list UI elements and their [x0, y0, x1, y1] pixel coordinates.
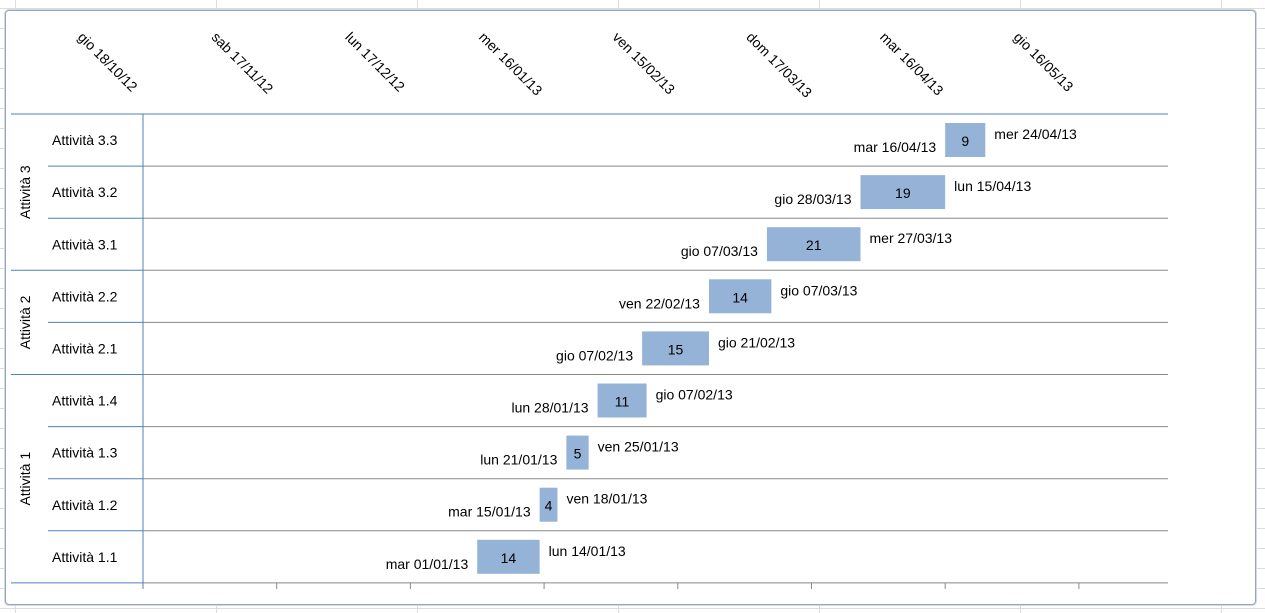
task-bar [539, 487, 558, 522]
start-date-label: gio 07/03/13 [681, 243, 758, 259]
task-label: Attività 3.3 [52, 132, 118, 148]
task-label: Attività 2.2 [52, 288, 118, 304]
end-date-label: mer 27/03/13 [870, 230, 953, 246]
end-date-label: ven 25/01/13 [598, 439, 679, 455]
x-tick-label: ven 15/02/13 [610, 29, 679, 98]
end-date-label: gio 07/02/13 [656, 387, 733, 403]
x-tick-label: sab 17/11/12 [209, 29, 277, 97]
task-bar [766, 227, 861, 262]
task-label: Attività 2.1 [52, 340, 118, 356]
duration-label: 19 [895, 185, 911, 201]
duration-label: 4 [545, 498, 553, 514]
task-label: Attività 1.4 [52, 393, 118, 409]
task-label: Attività 1.3 [52, 445, 118, 461]
x-tick-label: mer 16/01/13 [476, 29, 546, 99]
duration-label: 14 [501, 550, 517, 566]
task-bar [597, 383, 647, 418]
start-date-label: gio 07/02/13 [556, 347, 633, 363]
task-bar [566, 435, 589, 470]
start-date-label: ven 22/02/13 [619, 295, 700, 311]
task-bar [708, 279, 772, 314]
task-label: Attività 1.1 [52, 549, 118, 565]
x-tick-label: dom 17/03/13 [743, 29, 815, 101]
group-label: Attività 1 [17, 452, 33, 506]
task-bar [642, 331, 709, 366]
end-date-label: ven 18/01/13 [566, 491, 647, 507]
x-tick-label: gio 18/10/12 [75, 29, 141, 95]
start-date-label: mar 15/01/13 [448, 504, 531, 520]
end-date-label: lun 14/01/13 [549, 543, 626, 559]
end-date-label: gio 21/02/13 [718, 334, 795, 350]
start-date-label: lun 21/01/13 [480, 452, 557, 468]
start-date-label: mar 01/01/13 [386, 556, 469, 572]
start-date-label: gio 28/03/13 [774, 191, 851, 207]
task-bar [860, 175, 946, 210]
duration-label: 11 [615, 394, 630, 410]
x-tick-label: mar 16/04/13 [877, 29, 947, 99]
start-date-label: mar 16/04/13 [854, 139, 937, 155]
task-label: Attività 1.2 [52, 497, 118, 513]
task-bar [477, 539, 540, 574]
end-date-label: lun 15/04/13 [954, 178, 1031, 194]
chart-area[interactable] [5, 10, 1256, 605]
x-tick-label: gio 16/05/13 [1011, 29, 1077, 95]
duration-label: 15 [668, 341, 684, 357]
duration-label: 14 [732, 289, 748, 305]
task-label: Attività 3.1 [52, 236, 118, 252]
task-label: Attività 3.2 [52, 184, 118, 200]
task-bar [945, 123, 986, 157]
duration-label: 5 [574, 446, 582, 462]
group-label: Attività 2 [17, 295, 33, 349]
duration-label: 21 [806, 237, 822, 253]
x-tick-label: lun 17/12/12 [342, 29, 408, 95]
start-date-label: lun 28/01/13 [511, 400, 588, 416]
end-date-label: mer 24/04/13 [994, 126, 1077, 142]
group-label: Attività 3 [17, 165, 33, 219]
duration-label: 9 [961, 133, 969, 149]
end-date-label: gio 07/03/13 [780, 282, 857, 298]
